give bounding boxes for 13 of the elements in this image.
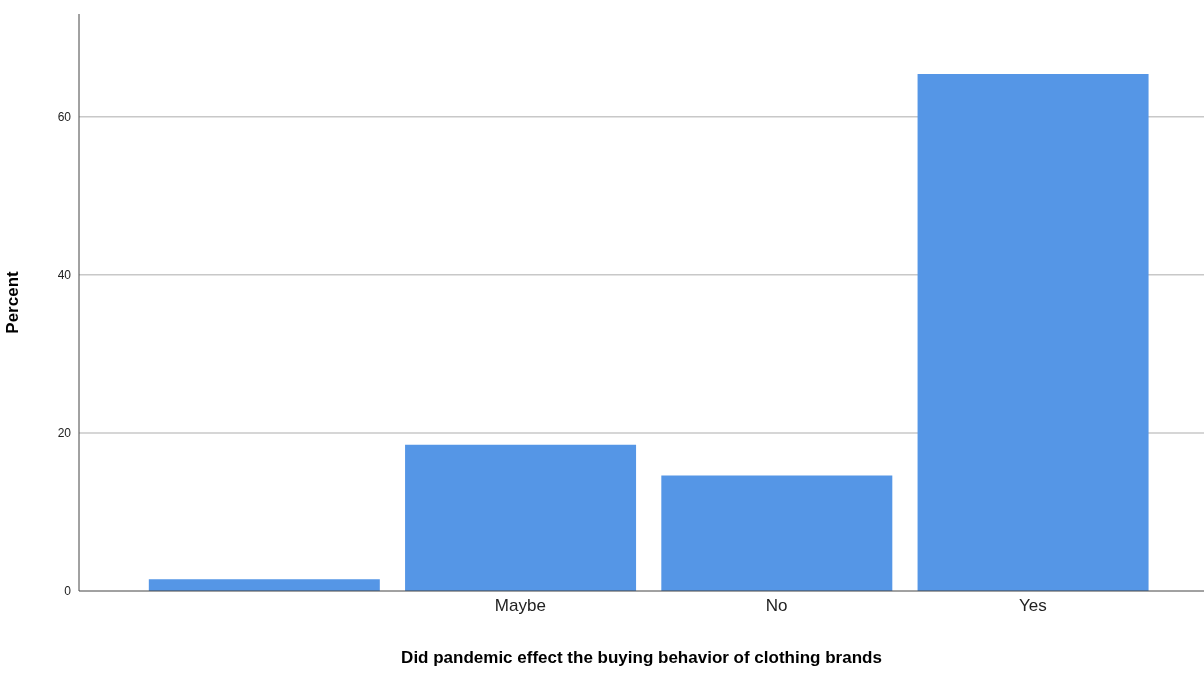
y-tick-label: 0 xyxy=(64,584,72,599)
bar xyxy=(917,74,1149,591)
y-tick-label: 60 xyxy=(57,110,72,125)
x-tick-label: Yes xyxy=(1019,596,1047,616)
y-tick-label: 20 xyxy=(57,426,72,441)
bar xyxy=(405,444,637,591)
x-tick-label: Maybe xyxy=(494,596,546,616)
y-axis-title: Percent xyxy=(3,270,23,334)
x-axis-title: Did pandemic effect the buying behavior of clothing brands xyxy=(401,648,882,667)
bar xyxy=(661,475,893,591)
x-tick-label: No xyxy=(765,596,788,616)
bar xyxy=(148,579,380,591)
y-tick-label: 40 xyxy=(57,268,72,283)
